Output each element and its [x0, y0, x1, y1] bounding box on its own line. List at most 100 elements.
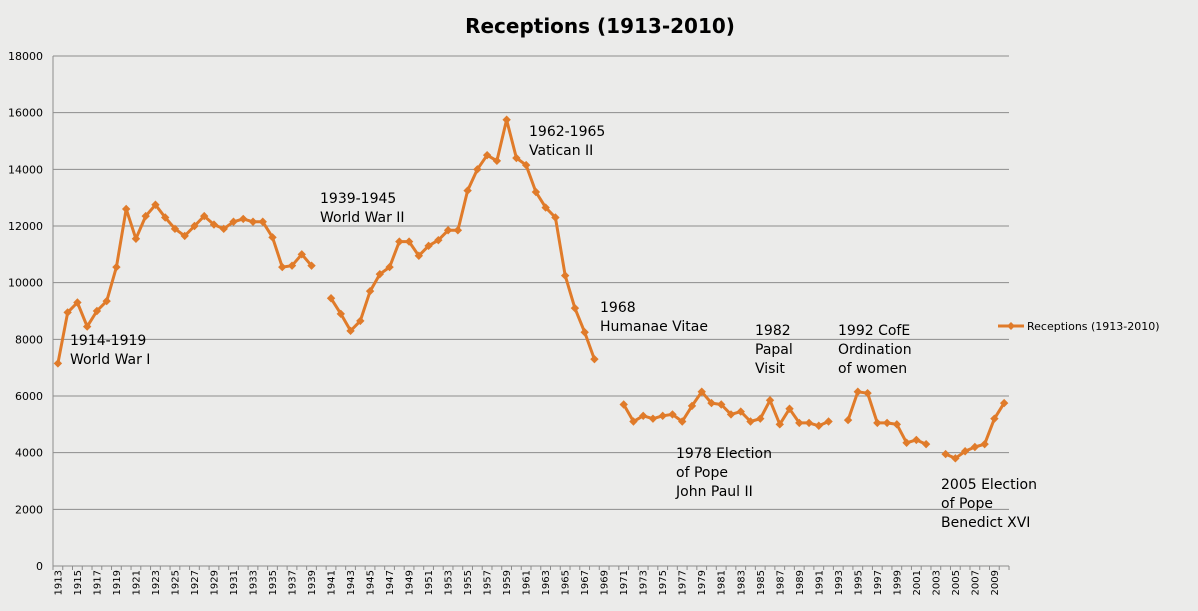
data-point-marker: [365, 286, 375, 296]
data-point-marker: [121, 204, 131, 214]
annotation-label: Benedict XVI: [941, 515, 1030, 531]
data-point-marker: [756, 414, 765, 423]
annotation-label: Vatican II: [529, 143, 593, 159]
x-tick-label: 1963: [541, 570, 552, 595]
data-point-marker: [707, 398, 716, 408]
data-point-marker: [414, 251, 424, 260]
data-point-marker: [560, 271, 570, 280]
x-tick-label: 1919: [112, 570, 123, 595]
series-line-segment: [846, 390, 927, 446]
data-point-marker: [580, 328, 589, 337]
data-point-marker: [843, 415, 853, 425]
data-point-marker: [326, 294, 336, 303]
data-point-marker: [151, 200, 160, 209]
x-tick-label: 1995: [853, 570, 864, 595]
y-tick-label: 14000: [8, 163, 43, 176]
x-tick-label: 2009: [990, 570, 1001, 595]
x-tick-label: 1933: [249, 570, 260, 595]
x-tick-label: 1949: [405, 570, 416, 595]
data-point-marker: [239, 214, 248, 224]
data-point-marker: [209, 220, 219, 229]
x-tick-label: 1943: [346, 570, 357, 595]
x-tick-label: 1967: [580, 570, 591, 595]
legend-marker-swatch: [1007, 322, 1015, 330]
data-point-marker: [648, 414, 658, 423]
annotation-label: Ordination: [838, 342, 912, 358]
data-point-marker: [814, 421, 823, 430]
data-point-marker: [551, 213, 560, 222]
data-point-marker: [170, 224, 180, 234]
data-point-marker: [287, 261, 297, 270]
data-point-marker: [512, 153, 521, 163]
x-tick-label: 1981: [717, 570, 728, 595]
x-tick-label: 1917: [92, 570, 103, 595]
data-point-marker: [219, 224, 228, 234]
x-axis-tick-labels: 1913 1915 1917 1919 1921 1923 1925 1927 1929 1931…: [53, 570, 1000, 595]
x-tick-label: 1969: [600, 570, 611, 595]
data-point-marker: [395, 237, 404, 246]
data-point-marker: [443, 226, 453, 235]
y-tick-label: 2000: [15, 503, 43, 516]
annotation-label: World War I: [70, 352, 150, 368]
data-point-marker: [639, 411, 648, 421]
annotation-label: 1968: [600, 300, 636, 316]
x-tick-label: 1935: [268, 570, 279, 595]
data-point-marker: [970, 442, 980, 452]
data-point-marker: [385, 262, 394, 272]
y-tick-label: 16000: [8, 107, 43, 120]
x-tick-label: 1953: [444, 570, 455, 595]
data-point-marker: [375, 269, 385, 279]
data-point-marker: [268, 233, 277, 242]
data-point-marker: [278, 262, 287, 272]
x-tick-label: 1971: [619, 570, 630, 595]
x-tick-label: 1975: [658, 570, 669, 595]
axes: [52, 56, 1010, 570]
data-point-marker: [619, 400, 628, 409]
data-point-marker: [863, 388, 872, 398]
x-tick-label: 1987: [775, 570, 786, 595]
data-point-marker: [912, 435, 921, 445]
x-tick-label: 1947: [385, 570, 396, 595]
data-point-marker: [990, 414, 999, 423]
data-point-marker: [902, 438, 911, 447]
annotation-label: John Paul II: [675, 484, 753, 500]
x-tick-label: 1979: [697, 570, 708, 595]
data-point-marker: [297, 250, 306, 259]
data-point-marker: [873, 418, 882, 428]
data-point-marker: [785, 404, 794, 413]
x-tick-label: 2003: [931, 570, 942, 595]
y-tick-label: 0: [36, 560, 43, 573]
x-tick-label: 1937: [288, 570, 299, 595]
data-point-marker: [746, 417, 755, 426]
data-point-marker: [687, 401, 697, 411]
data-point-marker: [453, 226, 463, 235]
data-point-marker: [590, 354, 599, 364]
data-point-marker: [200, 211, 209, 221]
annotation-label: 2005 Election: [941, 477, 1037, 493]
x-tick-label: 1991: [814, 570, 825, 595]
data-point-marker: [980, 439, 989, 449]
data-point-marker: [775, 420, 784, 429]
chart-title: Receptions (1913-2010): [465, 14, 735, 38]
x-tick-label: 1983: [736, 570, 747, 595]
annotation-label: 1978 Election: [676, 446, 772, 462]
data-point-marker: [999, 398, 1009, 408]
data-point-marker: [726, 410, 736, 419]
x-tick-label: 1913: [53, 570, 64, 595]
x-tick-label: 1941: [327, 570, 338, 595]
x-tick-label: 1965: [561, 570, 572, 595]
data-point-marker: [161, 213, 170, 222]
x-tick-label: 1959: [502, 570, 513, 595]
x-tick-label: 1997: [873, 570, 884, 595]
data-point-marker: [482, 150, 492, 160]
annotation-label: Humanae Vitae: [600, 319, 708, 335]
legend: Receptions (1913-2010): [998, 320, 1160, 333]
y-tick-label: 6000: [15, 390, 43, 403]
x-tick-label: 1985: [756, 570, 767, 595]
data-point-marker: [951, 454, 960, 463]
data-point-marker: [63, 308, 72, 317]
data-point-marker: [853, 387, 863, 396]
data-point-marker: [112, 262, 121, 272]
